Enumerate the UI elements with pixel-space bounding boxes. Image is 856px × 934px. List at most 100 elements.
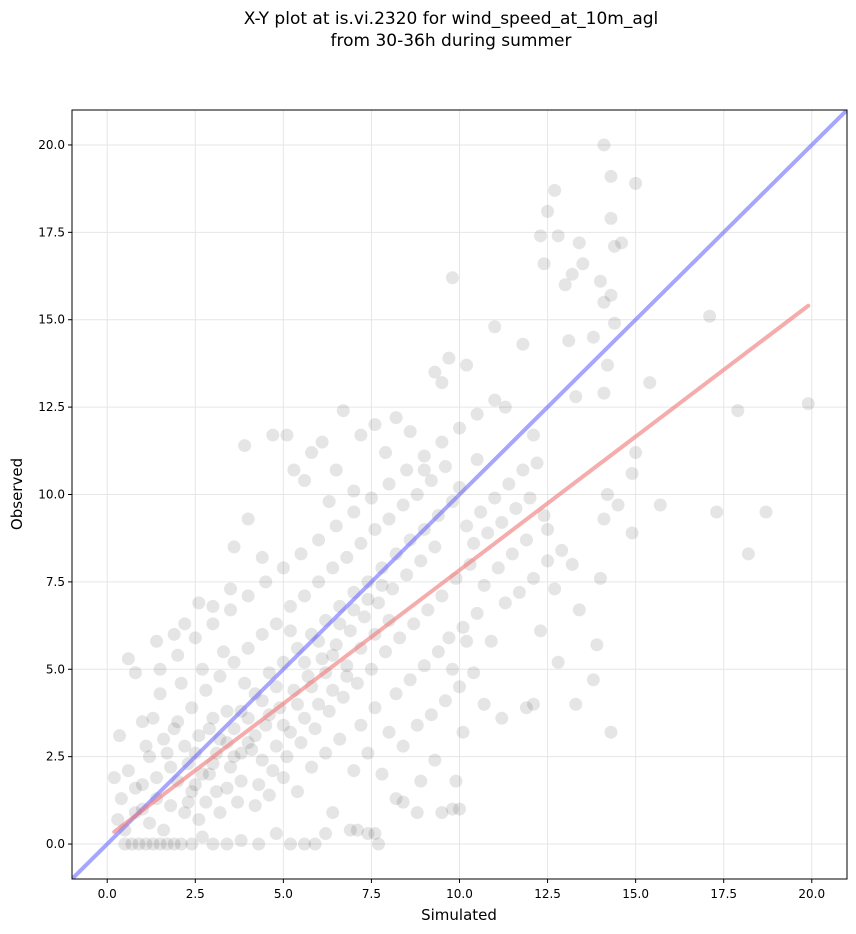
- scatter-point: [400, 568, 414, 582]
- scatter-point: [315, 435, 329, 449]
- scatter-point: [287, 463, 301, 477]
- scatter-point: [375, 561, 389, 575]
- scatter-point: [280, 428, 294, 442]
- scatter-point: [428, 753, 442, 767]
- grid: [72, 110, 847, 879]
- scatter-point: [379, 645, 393, 659]
- scatter-point: [241, 589, 255, 603]
- scatter-point: [294, 547, 308, 561]
- scatter-point: [192, 813, 206, 827]
- scatter-point: [107, 771, 121, 785]
- scatter-point: [224, 760, 238, 774]
- scatter-point: [389, 547, 403, 561]
- scatter-point: [248, 799, 262, 813]
- scatter-point: [308, 722, 322, 736]
- scatter-point: [488, 320, 502, 334]
- scatter-point: [534, 229, 548, 243]
- scatter-point: [541, 204, 555, 218]
- scatter-point: [375, 767, 389, 781]
- scatter-point: [283, 599, 297, 613]
- scatter-point: [231, 795, 245, 809]
- scatter-point: [340, 550, 354, 564]
- scatter-point: [290, 785, 304, 799]
- scatter-point: [227, 722, 241, 736]
- scatter-point: [505, 547, 519, 561]
- scatter-point: [276, 718, 290, 732]
- scatter-point: [421, 603, 435, 617]
- scatter-point: [604, 169, 618, 183]
- scatter-point: [135, 778, 149, 792]
- x-tick-label: 7.5: [362, 887, 381, 901]
- scatter-point: [488, 393, 502, 407]
- scatter-point: [199, 683, 213, 697]
- scatter-point: [241, 512, 255, 526]
- scatter-point: [435, 376, 449, 390]
- fit-line: [112, 303, 811, 834]
- scatter-point: [467, 536, 481, 550]
- chart-title-line-1: X-Y plot at is.vi.2320 for wind_speed_at…: [243, 9, 659, 29]
- scatter-point: [199, 795, 213, 809]
- scatter-point: [312, 697, 326, 711]
- scatter-point: [192, 596, 206, 610]
- scatter-point: [150, 634, 164, 648]
- scatter-point: [241, 641, 255, 655]
- scatter-point: [495, 711, 509, 725]
- scatter-point: [438, 694, 452, 708]
- scatter-point: [347, 505, 361, 519]
- scatter-point: [400, 463, 414, 477]
- scatter-point: [569, 697, 583, 711]
- scatter-point: [326, 683, 340, 697]
- scatter-point: [488, 491, 502, 505]
- scatter-point: [322, 704, 336, 718]
- scatter-point: [301, 669, 315, 683]
- scatter-point: [245, 743, 259, 757]
- scatter-point: [132, 837, 146, 851]
- scatter-point: [548, 582, 562, 596]
- scatter-point: [625, 467, 639, 481]
- scatter-point: [396, 739, 410, 753]
- scatter-point: [361, 827, 375, 841]
- scatter-point: [167, 722, 181, 736]
- scatter-point: [178, 806, 192, 820]
- scatter-point: [386, 582, 400, 596]
- scatter-point: [269, 739, 283, 753]
- scatter-point: [526, 571, 540, 585]
- scatter-point: [593, 274, 607, 288]
- scatter-point: [361, 592, 375, 606]
- data-points: [107, 138, 815, 851]
- scatter-point: [195, 830, 209, 844]
- scatter-point: [512, 585, 526, 599]
- scatter-point: [312, 575, 326, 589]
- scatter-point: [121, 764, 135, 778]
- scatter-point: [558, 278, 572, 292]
- scatter-point: [139, 837, 153, 851]
- scatter-point: [153, 687, 167, 701]
- scatter-point: [474, 505, 488, 519]
- scatter-point: [417, 449, 431, 463]
- scatter-point: [445, 271, 459, 285]
- scatter-point: [572, 603, 586, 617]
- scatter-point: [629, 176, 643, 190]
- scatter-point: [113, 729, 127, 743]
- y-tick-label: 20.0: [38, 138, 65, 152]
- scatter-point: [495, 515, 509, 529]
- chart-title-line-2: from 30-36h during summer: [330, 31, 572, 51]
- scatter-point: [157, 823, 171, 837]
- scatter-point: [361, 746, 375, 760]
- scatter-point: [597, 386, 611, 400]
- scatter-point: [615, 236, 629, 250]
- scatter-point: [333, 617, 347, 631]
- scatter-point: [220, 704, 234, 718]
- scatter-point: [340, 659, 354, 673]
- scatter-point: [269, 827, 283, 841]
- scatter-point: [227, 750, 241, 764]
- scatter-point: [453, 680, 466, 694]
- scatter-point: [252, 837, 266, 851]
- scatter-point: [414, 554, 428, 568]
- scatter-point: [460, 634, 474, 648]
- scatter-point: [597, 138, 611, 152]
- scatter-point: [252, 778, 266, 792]
- scatter-point: [498, 596, 512, 610]
- scatter-point: [445, 662, 459, 676]
